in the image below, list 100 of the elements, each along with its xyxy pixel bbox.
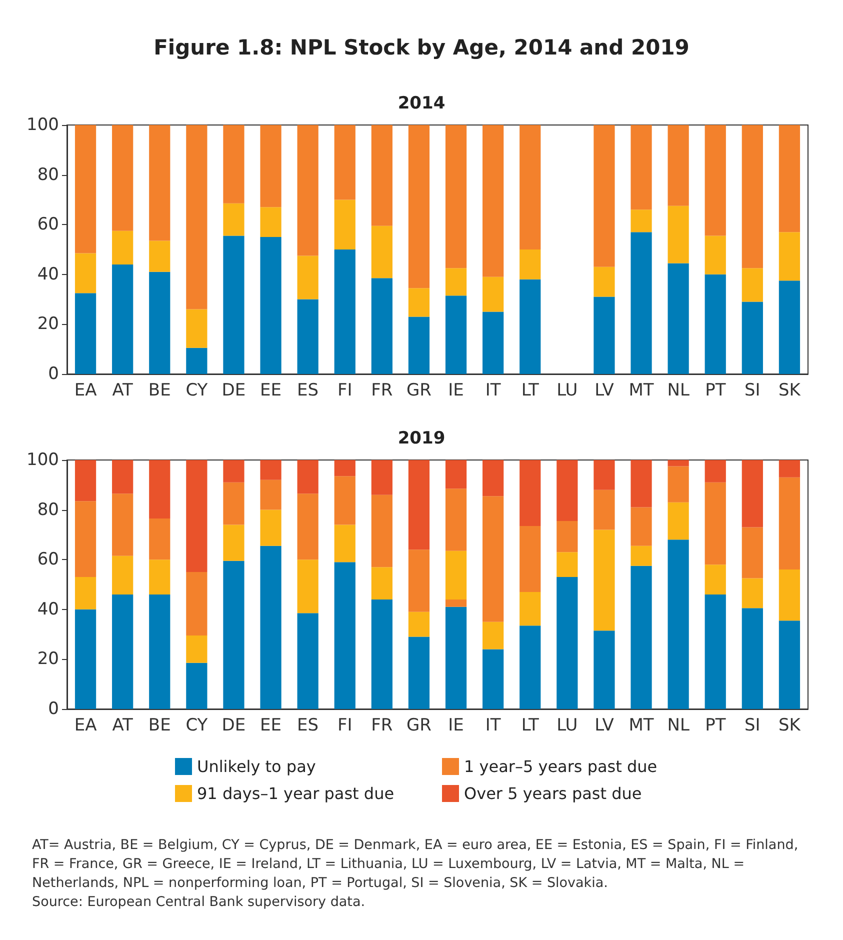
- chart-title: Figure 1.8: NPL Stock by Age, 2014 and 2019: [154, 36, 690, 60]
- legend-label: Over 5 years past due: [464, 784, 642, 803]
- bar: [334, 562, 356, 709]
- bar: [704, 460, 726, 482]
- bar: [334, 250, 356, 374]
- bar: [556, 552, 578, 578]
- x-tick-label: FR: [371, 380, 393, 400]
- x-tick-label: IE: [448, 380, 464, 400]
- bar: [742, 608, 763, 709]
- chart-title: 2019: [398, 428, 446, 448]
- bar: [482, 649, 504, 709]
- x-tick-label: EA: [74, 380, 98, 400]
- bar: [520, 460, 541, 526]
- bar: [630, 125, 652, 210]
- bar: [112, 230, 134, 264]
- bar: [630, 566, 652, 709]
- x-tick-label: EA: [74, 716, 98, 736]
- bar: [223, 236, 244, 374]
- y-tick-label: 20: [37, 649, 59, 670]
- bar: [112, 494, 134, 556]
- bar: [334, 476, 356, 525]
- bar: [556, 460, 578, 522]
- y-tick-label: 20: [37, 314, 59, 334]
- y-tick-label: 80: [37, 164, 59, 185]
- x-tick-label: LV: [594, 380, 614, 400]
- x-tick-label: IT: [485, 716, 502, 736]
- text: AT= Austria, BE = Belgium, CY = Cyprus, DE = Denmark, EA = euro area, EE = Estonia, ES = Spain, FI = Finland, FR = France, GR = Greece, IE = Ireland, LT = Lithuania, LU = Luxembourg, LV = Latvia, MT = Malta, NL = Netherlands, NPL = nonperforming loan, PT = Portugal, SI = Slovenia, SK = Slovakia.: [32, 836, 800, 893]
- x-tick-label: DE: [222, 380, 246, 400]
- bar: [742, 460, 763, 528]
- bar: [668, 466, 689, 502]
- bar: [149, 594, 170, 709]
- bar: [520, 626, 541, 709]
- bar: [186, 572, 208, 636]
- bar: [704, 482, 726, 565]
- bar: [408, 316, 430, 374]
- bar: [149, 272, 170, 374]
- bar: [704, 564, 726, 594]
- bar: [482, 622, 504, 650]
- bar: [445, 460, 467, 489]
- bar: [556, 577, 578, 709]
- bar: [742, 578, 763, 608]
- x-tick-label: AT: [112, 380, 134, 400]
- bar: [260, 510, 282, 546]
- bar: [520, 125, 541, 250]
- bar: [260, 546, 282, 709]
- bar: [408, 612, 430, 637]
- bar: [223, 524, 244, 561]
- bar: [186, 309, 208, 348]
- bar: [630, 507, 652, 546]
- bar: [556, 521, 578, 552]
- bar: [668, 125, 689, 206]
- bar: [445, 599, 467, 607]
- bar: [371, 278, 392, 374]
- x-tick-label: FR: [371, 716, 393, 736]
- bar: [297, 460, 318, 494]
- bar: [445, 296, 467, 374]
- bar: [297, 613, 318, 709]
- legend-label: 1 year–5 years past due: [464, 757, 658, 776]
- bar: [408, 636, 430, 709]
- bar: [668, 502, 689, 540]
- bar: [482, 312, 504, 374]
- bar: [297, 494, 318, 560]
- x-tick-label: LU: [556, 380, 578, 400]
- bar: [297, 299, 318, 374]
- bar: [223, 482, 244, 525]
- bar: [334, 125, 356, 200]
- y-tick-label: 40: [37, 599, 59, 620]
- bar: [594, 490, 615, 530]
- bar: [371, 494, 392, 568]
- bar: [704, 236, 726, 274]
- x-tick-label: GR: [406, 380, 432, 400]
- bar: [112, 460, 134, 494]
- x-tick-label: LV: [594, 716, 614, 736]
- bar: [445, 125, 467, 268]
- x-tick-label: PT: [705, 716, 726, 736]
- bar: [630, 460, 652, 508]
- bar: [778, 460, 800, 478]
- x-tick-label: NL: [667, 380, 690, 400]
- x-tick-label: SK: [778, 380, 802, 400]
- bar: [186, 460, 208, 572]
- bar: [594, 266, 615, 297]
- x-tick-label: DE: [222, 716, 246, 736]
- x-tick-label: PT: [705, 380, 726, 400]
- bar: [520, 592, 541, 626]
- x-tick-label: GR: [406, 716, 432, 736]
- x-tick-label: ES: [297, 716, 319, 736]
- bar: [742, 527, 763, 578]
- y-tick-label: 80: [37, 500, 59, 520]
- bar: [112, 264, 134, 374]
- bar: [778, 570, 800, 621]
- x-tick-label: BE: [148, 380, 171, 400]
- x-tick-label: FI: [337, 380, 352, 400]
- x-tick-label: LU: [556, 716, 578, 736]
- bar: [112, 125, 134, 231]
- bar: [445, 268, 467, 296]
- bar: [74, 125, 96, 254]
- x-tick-label: LT: [521, 716, 540, 736]
- x-tick-label: NL: [667, 716, 690, 736]
- bar: [482, 276, 504, 312]
- bar: [668, 540, 689, 709]
